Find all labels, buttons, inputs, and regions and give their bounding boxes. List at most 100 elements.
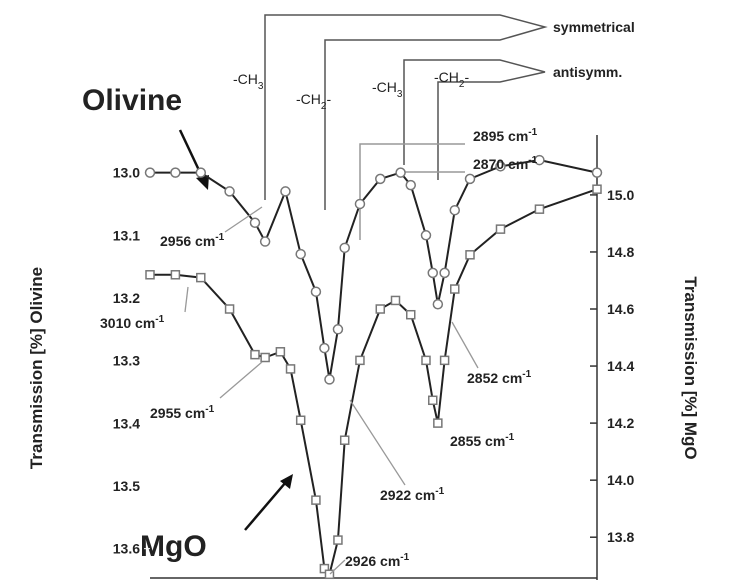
y2-axis-label: Transmission [%] MgO <box>681 276 700 459</box>
group-sub: 2 <box>459 79 465 90</box>
group-label: -CH3 <box>233 71 264 92</box>
marker <box>465 250 475 260</box>
series-line <box>150 159 598 380</box>
marker <box>439 267 450 279</box>
marker <box>224 304 235 314</box>
y2-tick-label: 14.2 <box>607 415 634 431</box>
marker <box>310 286 322 297</box>
marker <box>170 270 181 280</box>
mode-label: symmetrical <box>553 19 635 35</box>
mgo-label: MgO <box>140 530 207 563</box>
marker <box>450 284 460 294</box>
y2-tick-label: 13.8 <box>607 529 634 545</box>
marker <box>260 352 270 363</box>
annotation-text: 2956 cm <box>160 233 215 249</box>
group-label: -CH2- <box>434 69 469 90</box>
annotation-sup: -1 <box>528 155 537 166</box>
olivine-label: Olivine <box>82 84 182 117</box>
marker <box>534 204 545 214</box>
y-tick-label: 13.5 <box>113 478 140 494</box>
marker <box>375 173 386 185</box>
group-label: -CH2- <box>296 91 331 112</box>
y-tick-label: 13.6 <box>113 541 140 557</box>
group-sub: 3 <box>397 89 403 100</box>
annotation: 2956 cm-1 <box>160 232 225 249</box>
leader-line <box>451 321 479 369</box>
marker <box>145 270 155 280</box>
leader-line <box>224 206 263 233</box>
y-tick-label: 13.4 <box>113 415 140 431</box>
y-tick-label: 13.2 <box>113 290 140 306</box>
olivine-arrowhead <box>196 175 209 190</box>
marker <box>170 167 181 178</box>
marker <box>428 395 438 406</box>
marker <box>280 186 291 197</box>
annotation: 3010 cm-1 <box>100 314 165 331</box>
y2-tick-label: 14.0 <box>607 472 634 488</box>
group-sub: 3 <box>258 81 264 92</box>
marker <box>406 309 416 320</box>
group-sub: 2 <box>321 101 327 112</box>
marker <box>433 418 443 428</box>
annotation-sup: -1 <box>528 127 537 138</box>
marker <box>534 154 545 166</box>
marker <box>390 295 401 306</box>
marker <box>333 535 343 545</box>
annotation: 2926 cm-1 <box>345 552 410 569</box>
group-text: -CH <box>434 69 459 85</box>
y2-tick-label: 14.8 <box>607 244 634 260</box>
annotation-text: 2922 cm <box>380 487 435 503</box>
marker <box>250 349 260 360</box>
annotation-text: 2895 cm <box>473 128 528 144</box>
y-tick-label: 13.0 <box>113 165 140 181</box>
annotation-text: 2926 cm <box>345 553 400 569</box>
mgo-arrowhead <box>280 474 293 489</box>
marker <box>339 242 350 254</box>
marker <box>421 355 431 366</box>
annotation-sup: -1 <box>505 432 514 443</box>
annotation-sup: -1 <box>215 232 224 243</box>
marker <box>464 173 476 185</box>
annotation-sup: -1 <box>155 314 164 325</box>
marker <box>395 167 406 178</box>
group-text: -CH <box>233 71 258 87</box>
annotation-text: 2852 cm <box>467 370 522 386</box>
marker <box>295 248 306 260</box>
annotation-sup: -1 <box>205 404 214 415</box>
annotation: 2922 cm-1 <box>380 486 445 503</box>
y2-tick-label: 14.6 <box>607 301 634 317</box>
marker <box>449 204 461 216</box>
marker <box>144 167 156 178</box>
annotation: 2852 cm-1 <box>467 369 532 386</box>
y-tick-label: 13.3 <box>113 353 140 369</box>
annotation: 2855 cm-1 <box>450 432 515 449</box>
marker <box>195 167 207 178</box>
group-text: -CH <box>372 79 397 95</box>
marker <box>405 179 416 191</box>
leader-line <box>349 399 406 486</box>
marker <box>495 161 506 172</box>
marker <box>355 355 365 366</box>
marker <box>319 342 330 354</box>
marker <box>354 198 366 210</box>
marker <box>332 324 344 335</box>
annotation-text: 2955 cm <box>150 405 205 421</box>
marker <box>432 298 444 310</box>
marker <box>275 347 286 357</box>
group-after: - <box>464 69 469 85</box>
marker <box>495 224 506 234</box>
marker <box>224 186 235 197</box>
annotation-text: 2870 cm <box>473 156 528 172</box>
annotation-sup: -1 <box>400 552 409 563</box>
y2-tick-label: 14.4 <box>607 358 634 374</box>
annotation: 2870 cm-1 <box>473 155 538 172</box>
group-after: - <box>326 91 331 107</box>
marker <box>591 167 603 178</box>
marker <box>375 304 386 314</box>
annotation-sup: -1 <box>522 369 531 380</box>
group-label: -CH3 <box>372 79 403 100</box>
mgo-arrow <box>244 481 287 531</box>
annotation: 2955 cm-1 <box>150 404 215 421</box>
leader-line <box>329 559 346 575</box>
